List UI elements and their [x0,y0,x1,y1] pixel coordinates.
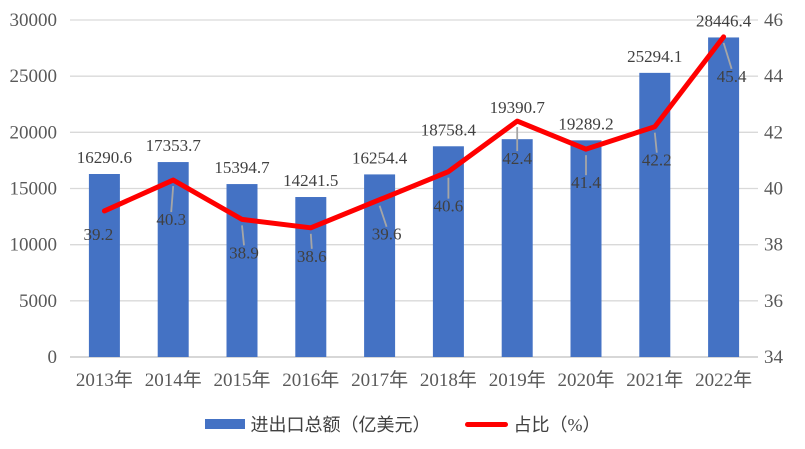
x-axis-tick-label: 2018年 [420,369,477,391]
line-value-label: 39.2 [84,225,114,244]
bar-value-label: 17353.7 [146,136,202,155]
chart-plot-area: 0 5000 10000 15000 20000 25000 30000 34 36 38 40 42… [10,10,784,391]
bar [570,140,602,357]
bar-value-label: 14241.5 [283,171,338,190]
left-axis-tick-label: 0 [48,347,58,368]
label-leader-line [722,42,733,70]
x-axis-tick-label: 2019年 [489,369,546,391]
bar [708,37,740,357]
line-value-label: 42.4 [502,149,532,168]
left-axis-tick-label: 30000 [10,10,58,31]
bar-value-label: 28446.4 [696,11,752,30]
right-axis-tick-label: 36 [764,291,783,312]
line-value-label: 42.2 [642,151,672,170]
label-leader-line [241,225,245,246]
right-axis-tick-label: 42 [764,122,783,143]
label-leader-line [309,233,313,249]
label-leader-line [653,132,658,153]
legend: 进出口总额（亿美元） 占比（%） [0,412,805,436]
left-axis-tick-label: 10000 [10,235,58,256]
bar [226,184,258,357]
x-axis-tick-label: 2016年 [282,369,339,391]
line-series-label: 占比（%） [513,415,601,435]
left-axis-tick-label: 25000 [10,66,58,87]
bar-value-label: 18758.4 [421,120,477,139]
x-axis-tick-label: 2014年 [145,369,202,391]
label-leader-line [170,186,175,213]
percentage-line [101,34,727,231]
line-value-label: 38.9 [229,243,259,262]
x-axis-tick-label: 2013年 [76,369,133,391]
bar [639,72,671,357]
x-axis-tick-label: 2021年 [626,369,683,391]
line-value-label: 40.3 [156,210,186,229]
line-value-label: 38.6 [297,247,327,266]
right-axis-tick-label: 46 [764,10,783,31]
x-axis-tick-label: 2017年 [351,369,408,391]
bar-value-label: 16254.4 [352,148,408,167]
bar [501,139,533,357]
line-value-label: 41.4 [571,173,601,192]
left-axis-tick-label: 15000 [10,179,58,200]
legend-item-line-series: 占比（%） [464,411,601,437]
right-axis-tick-label: 34 [764,347,784,368]
line-series-swatch [464,421,508,427]
line-value-label: 45.4 [717,67,747,86]
label-leader-line [378,205,388,228]
x-axis-tick-label: 2020年 [557,369,614,391]
bar-value-label: 19289.2 [558,114,613,133]
line-value-label: 40.6 [434,197,464,216]
x-axis-tick-label: 2015年 [213,369,270,391]
left-axis-tick-label: 5000 [19,291,57,312]
left-axis-tick-label: 20000 [10,122,58,143]
x-axis-tick-label: 2022年 [695,369,752,391]
bar [88,174,120,357]
bar-series-label: 进出口总额（亿美元） [250,415,431,435]
bar-value-label: 15394.7 [214,158,270,177]
line-value-label: 39.6 [372,225,402,244]
bar-value-label: 25294.1 [627,47,682,66]
right-axis-tick-label: 40 [764,179,783,200]
right-axis-tick-label: 38 [764,235,783,256]
bar-value-label: 19390.7 [490,98,546,117]
bar-value-label: 16290.6 [77,148,132,167]
legend-item-bar-series: 进出口总额（亿美元） [204,411,431,437]
right-axis-tick-label: 44 [764,66,784,87]
bar-series-swatch [204,419,245,429]
